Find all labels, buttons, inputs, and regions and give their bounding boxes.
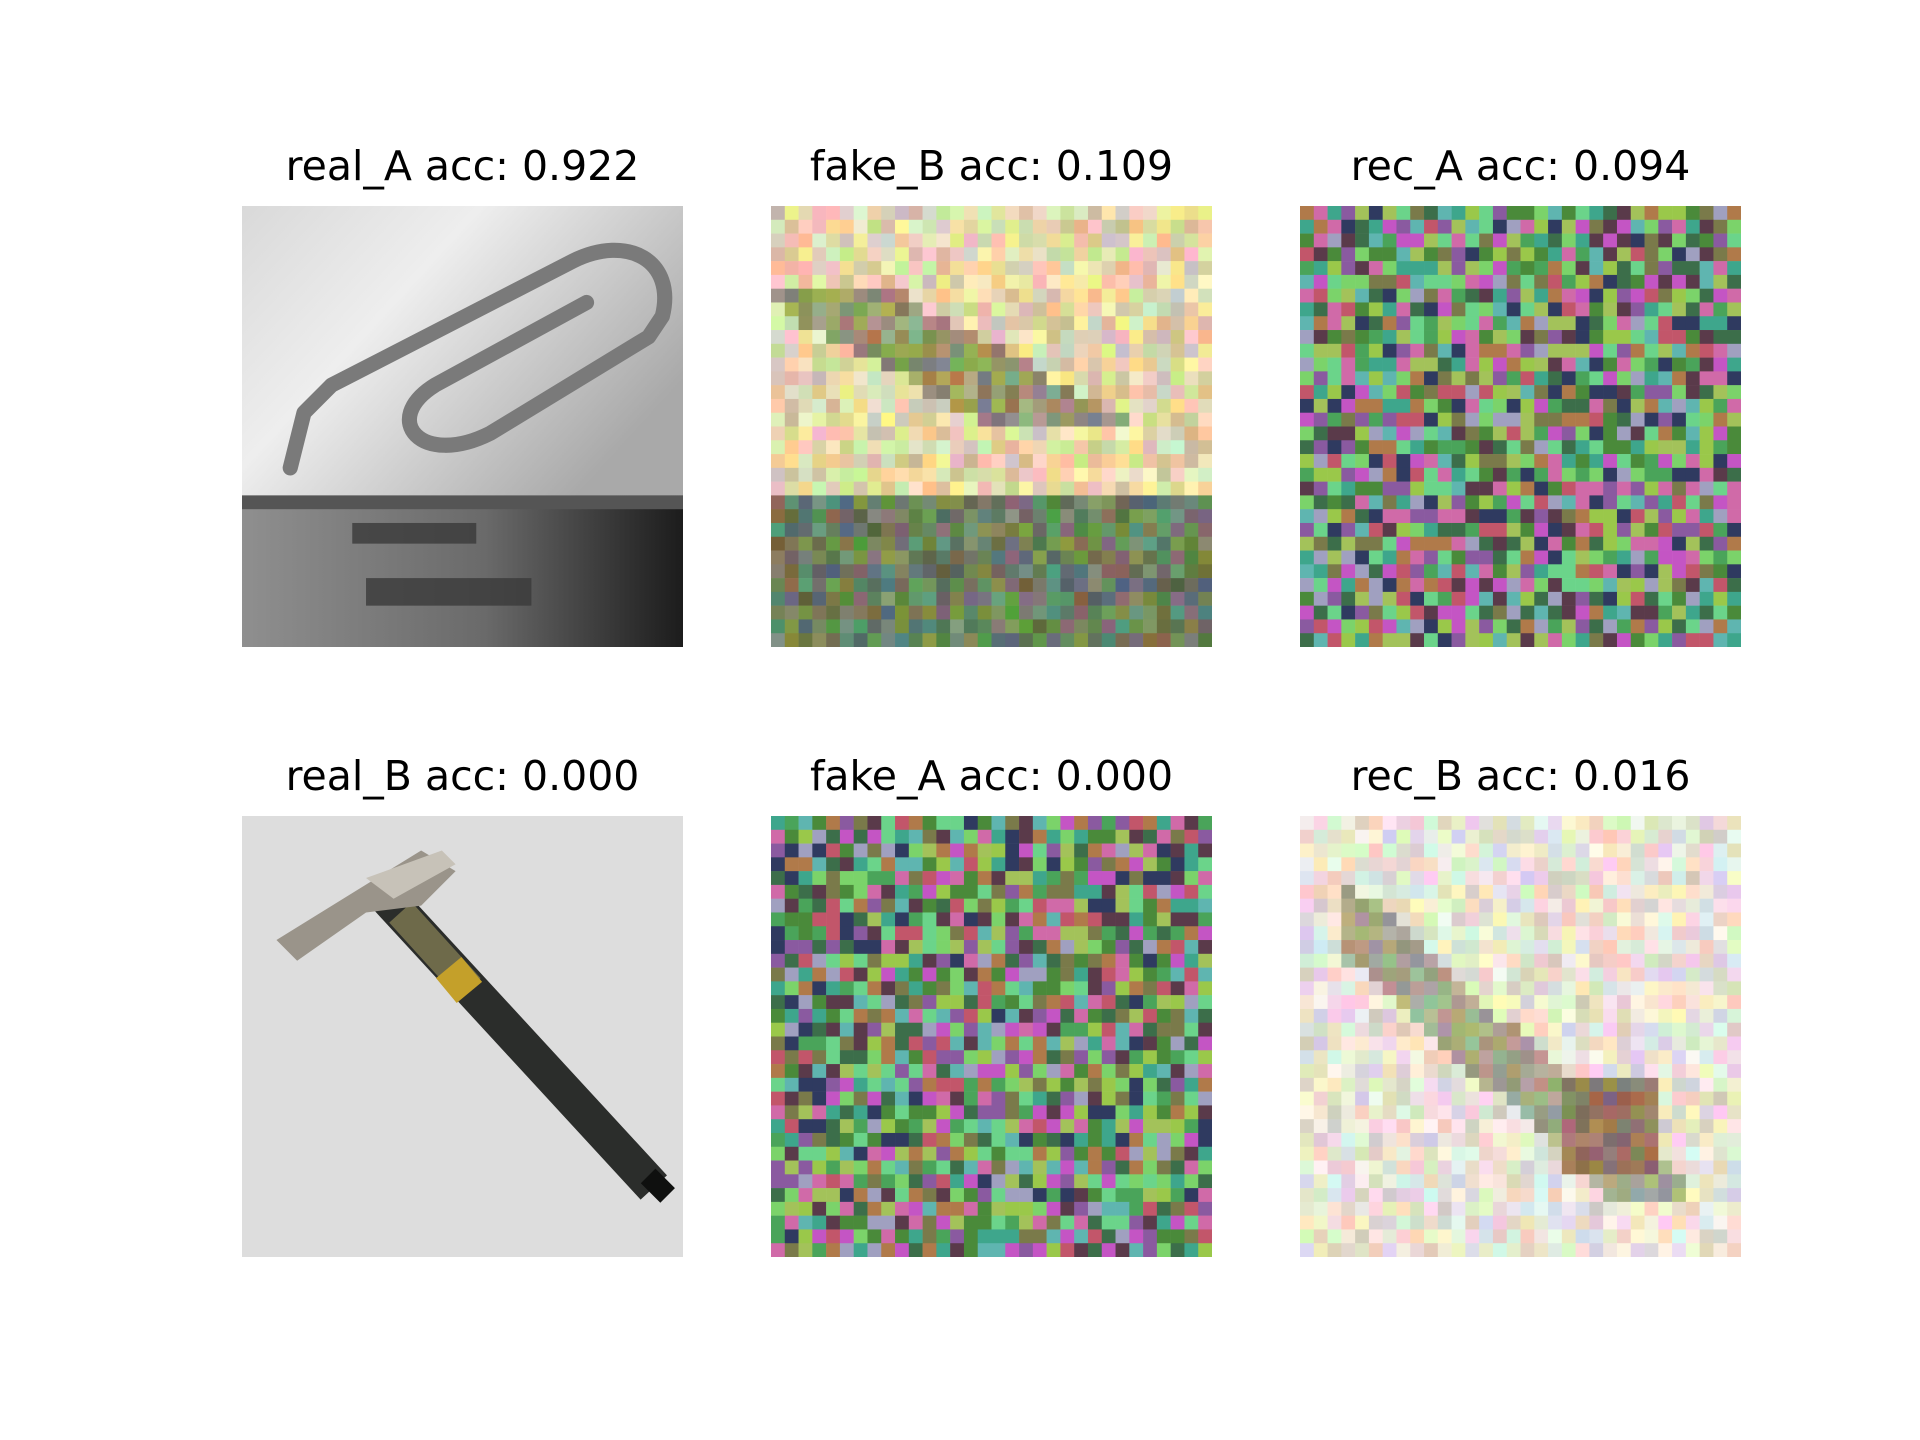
hammer-icon — [276, 850, 675, 1203]
panel-image-real-b — [242, 816, 683, 1257]
panel-image-rec-b — [1300, 816, 1741, 1257]
panel-title: rec_A acc: 0.094 — [1350, 142, 1691, 190]
panel-title: real_A acc: 0.922 — [285, 142, 640, 190]
panel-title: fake_B acc: 0.109 — [809, 142, 1174, 190]
panel-title: fake_A acc: 0.000 — [809, 752, 1174, 800]
panel-title: real_B acc: 0.000 — [285, 752, 640, 800]
panel-image-fake-b — [771, 206, 1212, 647]
panel-image-fake-a — [771, 816, 1212, 1257]
panel-image-real-a — [242, 206, 683, 647]
panel-image-rec-a — [1300, 206, 1741, 647]
panel-title: rec_B acc: 0.016 — [1350, 752, 1691, 800]
